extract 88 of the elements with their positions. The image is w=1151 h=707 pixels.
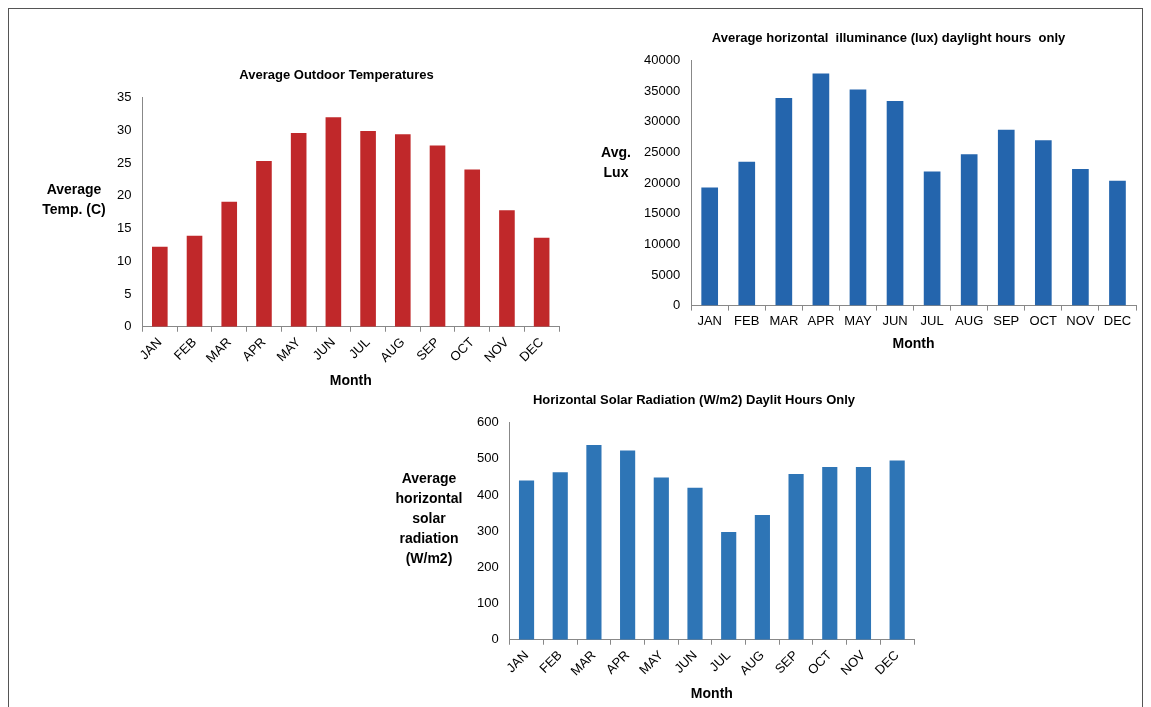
bar <box>721 531 737 640</box>
y-tick-label: 30 <box>116 121 132 137</box>
x-tick-label: NOV <box>1066 312 1095 328</box>
bar <box>429 145 446 327</box>
bar <box>152 246 168 327</box>
y-tick-label: 20000 <box>643 174 681 190</box>
x-tick-label: SEP <box>993 312 1020 328</box>
chart-title: Horizontal Solar Radiation (W/m2) Daylit Hours Only <box>532 392 856 408</box>
y-tick-label: 0 <box>124 318 132 334</box>
bar <box>775 97 793 306</box>
x-tick-label: APR <box>807 312 835 328</box>
bar <box>960 154 978 306</box>
x-tick-label: SEP <box>413 334 443 364</box>
bar <box>687 487 703 640</box>
y-tick-label: 200 <box>476 558 499 574</box>
bar <box>923 171 941 306</box>
x-tick-label: FEB <box>734 312 760 328</box>
y-tick-label: 5000 <box>651 266 681 282</box>
x-axis-title: Month <box>892 335 935 352</box>
x-tick-label: FEB <box>170 334 200 363</box>
bar <box>788 473 804 640</box>
bar <box>855 467 872 640</box>
bar <box>738 161 756 306</box>
y-tick-label: 15 <box>116 220 132 236</box>
bar <box>186 235 203 327</box>
y-tick-label: 0 <box>491 631 499 647</box>
bar <box>653 477 669 640</box>
x-tick-label: JUL <box>345 334 373 362</box>
y-tick-label: 0 <box>672 297 681 313</box>
bar <box>221 201 238 327</box>
x-tick-label: MAY <box>844 312 872 328</box>
x-axis-title: Month <box>690 685 733 702</box>
bar <box>290 132 307 327</box>
bar <box>1109 180 1126 306</box>
x-tick-label: JAN <box>503 647 532 676</box>
x-tick-label: DEC <box>1103 312 1132 328</box>
y-tick-label: 300 <box>476 522 499 538</box>
x-axis-title: Month <box>329 372 372 389</box>
y-tick-label: 30000 <box>643 113 681 129</box>
y-tick-label: 25000 <box>643 144 681 160</box>
y-axis-title: Average Temp. (C) <box>41 180 107 219</box>
bar <box>360 130 376 327</box>
x-tick-label: JAN <box>697 312 722 328</box>
bar <box>533 237 550 327</box>
y-tick-label: 20 <box>116 187 132 203</box>
bar <box>849 89 867 306</box>
chart-title: Average horizontal illuminance (lux) daylight hours only <box>711 30 1066 46</box>
bar <box>325 117 342 327</box>
y-tick-label: 35 <box>116 89 132 105</box>
y-tick-label: 35000 <box>643 82 681 98</box>
bar <box>754 514 770 640</box>
bar <box>620 450 636 640</box>
x-tick-label: JUN <box>882 312 908 328</box>
bar <box>886 101 904 306</box>
bar <box>552 472 568 640</box>
bar <box>256 161 272 327</box>
x-tick-label: OCT <box>1029 312 1058 328</box>
chart-title: Average Outdoor Temperatures <box>239 67 434 83</box>
x-tick-label: FEB <box>536 647 565 676</box>
bar <box>464 169 481 327</box>
bar <box>394 134 411 327</box>
y-tick-label: 5 <box>124 285 132 301</box>
y-tick-label: 10000 <box>643 235 681 251</box>
bar <box>1034 140 1052 306</box>
bar <box>812 73 830 306</box>
y-tick-label: 15000 <box>643 205 681 221</box>
y-axis-title: Average horizontal solar radiation (W/m2) <box>394 469 464 568</box>
y-tick-label: 100 <box>476 595 499 611</box>
y-axis-title: Avg. Lux <box>600 143 632 182</box>
bar <box>701 187 719 306</box>
y-tick-label: 25 <box>116 154 132 170</box>
bar <box>518 480 535 640</box>
bar <box>499 210 515 327</box>
x-tick-label: JUL <box>706 647 734 675</box>
bar <box>822 467 838 640</box>
bar <box>889 460 905 640</box>
y-tick-label: 500 <box>476 450 499 466</box>
y-tick-label: 10 <box>116 252 132 268</box>
x-tick-label: SEP <box>771 647 801 677</box>
bar <box>1072 169 1089 306</box>
x-tick-label: MAR <box>769 312 799 328</box>
bar <box>997 129 1015 306</box>
x-tick-label: JUL <box>920 312 944 328</box>
x-tick-label: AUG <box>955 312 984 328</box>
bar <box>586 445 602 640</box>
y-tick-label: 400 <box>476 486 499 502</box>
y-tick-label: 600 <box>476 414 499 430</box>
y-tick-label: 40000 <box>643 52 681 68</box>
